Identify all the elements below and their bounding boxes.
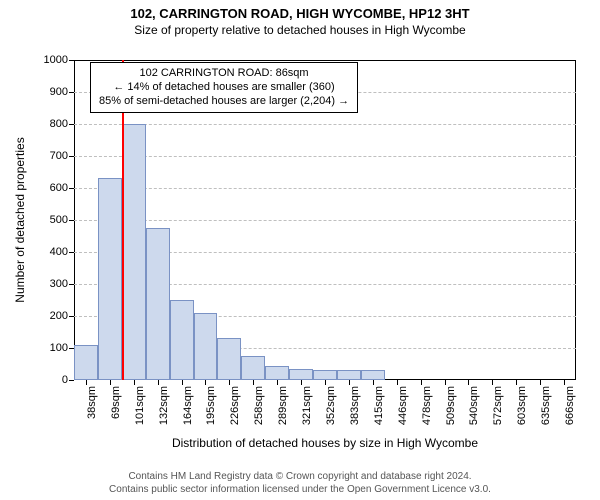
y-tick-label: 200 xyxy=(50,310,74,322)
chart-subtitle: Size of property relative to detached ho… xyxy=(0,21,600,37)
y-tick-label: 300 xyxy=(50,278,74,290)
footer: Contains HM Land Registry data © Crown c… xyxy=(0,471,600,496)
x-tick-label: 195sqm xyxy=(205,386,217,425)
x-tick-label: 478sqm xyxy=(421,386,433,425)
x-tick-label: 603sqm xyxy=(516,386,528,425)
x-tick-mark xyxy=(86,380,87,385)
x-tick-label: 415sqm xyxy=(373,386,385,425)
histogram-bar xyxy=(122,124,146,380)
y-tick-label: 0 xyxy=(62,374,74,386)
x-tick-label: 132sqm xyxy=(158,386,170,425)
x-tick-mark xyxy=(229,380,230,385)
x-tick-mark xyxy=(182,380,183,385)
histogram-bar xyxy=(170,300,194,380)
x-tick-label: 69sqm xyxy=(110,386,122,419)
y-tick-label: 700 xyxy=(50,150,74,162)
annotation-box: 102 CARRINGTON ROAD: 86sqm ← 14% of deta… xyxy=(90,62,358,113)
histogram-bar xyxy=(74,345,98,380)
histogram-bar xyxy=(289,369,313,380)
x-tick-label: 164sqm xyxy=(182,386,194,425)
y-tick-label: 500 xyxy=(50,214,74,226)
x-tick-label: 383sqm xyxy=(349,386,361,425)
x-tick-mark xyxy=(540,380,541,385)
x-tick-label: 289sqm xyxy=(277,386,289,425)
x-tick-label: 321sqm xyxy=(301,386,313,425)
grid-line xyxy=(74,188,576,189)
x-tick-label: 101sqm xyxy=(134,386,146,425)
x-tick-mark xyxy=(301,380,302,385)
y-tick-label: 800 xyxy=(50,118,74,130)
x-tick-label: 446sqm xyxy=(397,386,409,425)
x-tick-label: 352sqm xyxy=(325,386,337,425)
x-tick-mark xyxy=(158,380,159,385)
y-tick-label: 600 xyxy=(50,182,74,194)
histogram-bar xyxy=(361,370,385,380)
grid-line xyxy=(74,124,576,125)
x-tick-mark xyxy=(421,380,422,385)
x-tick-mark xyxy=(134,380,135,385)
footer-line-2: Contains public sector information licen… xyxy=(0,484,600,497)
chart-container: { "title": "102, CARRINGTON ROAD, HIGH W… xyxy=(0,0,600,500)
y-tick-label: 400 xyxy=(50,246,74,258)
y-axis-label: Number of detached properties xyxy=(13,137,27,302)
x-tick-label: 540sqm xyxy=(468,386,480,425)
x-tick-mark xyxy=(564,380,565,385)
annotation-line-2: ← 14% of detached houses are smaller (36… xyxy=(99,81,349,95)
y-tick-label: 900 xyxy=(50,86,74,98)
x-tick-mark xyxy=(373,380,374,385)
histogram-bar xyxy=(337,370,361,380)
x-tick-label: 635sqm xyxy=(540,386,552,425)
chart-title: 102, CARRINGTON ROAD, HIGH WYCOMBE, HP12… xyxy=(0,0,600,21)
histogram-bar xyxy=(146,228,170,380)
x-tick-mark xyxy=(205,380,206,385)
annotation-line-3: 85% of semi-detached houses are larger (… xyxy=(99,95,349,109)
x-tick-mark xyxy=(349,380,350,385)
x-tick-mark xyxy=(325,380,326,385)
footer-line-1: Contains HM Land Registry data © Crown c… xyxy=(0,471,600,484)
x-tick-mark xyxy=(445,380,446,385)
x-tick-mark xyxy=(516,380,517,385)
histogram-bar xyxy=(194,313,218,380)
x-tick-label: 38sqm xyxy=(86,386,98,419)
histogram-bar xyxy=(313,370,337,380)
x-tick-mark xyxy=(397,380,398,385)
x-tick-label: 572sqm xyxy=(492,386,504,425)
x-tick-mark xyxy=(277,380,278,385)
y-tick-label: 1000 xyxy=(44,54,74,66)
histogram-bar xyxy=(217,338,241,380)
histogram-bar xyxy=(98,178,122,380)
histogram-bar xyxy=(265,366,289,380)
x-tick-label: 509sqm xyxy=(445,386,457,425)
histogram-bar xyxy=(241,356,265,380)
annotation-line-1: 102 CARRINGTON ROAD: 86sqm xyxy=(99,67,349,81)
x-axis-label: Distribution of detached houses by size … xyxy=(172,436,478,450)
x-tick-mark xyxy=(253,380,254,385)
x-tick-label: 666sqm xyxy=(564,386,576,425)
grid-line xyxy=(74,220,576,221)
x-tick-label: 226sqm xyxy=(229,386,241,425)
x-tick-mark xyxy=(468,380,469,385)
x-tick-mark xyxy=(492,380,493,385)
x-tick-mark xyxy=(110,380,111,385)
y-tick-label: 100 xyxy=(50,342,74,354)
x-tick-label: 258sqm xyxy=(253,386,265,425)
grid-line xyxy=(74,156,576,157)
